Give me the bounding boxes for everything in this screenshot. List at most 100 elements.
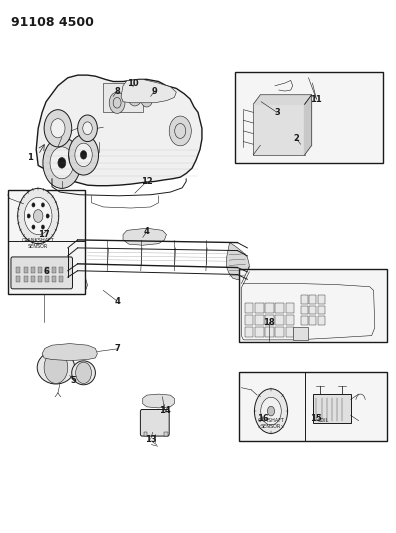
Text: 4: 4: [144, 228, 150, 237]
Bar: [240, 372, 387, 441]
Bar: [245, 327, 253, 337]
Bar: [265, 303, 274, 313]
Bar: [30, 266, 34, 273]
Circle shape: [267, 406, 274, 416]
Circle shape: [27, 214, 30, 218]
Circle shape: [44, 110, 72, 147]
Ellipse shape: [72, 361, 95, 385]
Bar: [253, 104, 305, 155]
Bar: [143, 432, 147, 435]
Bar: [275, 315, 284, 325]
Circle shape: [51, 119, 65, 138]
Text: 8: 8: [114, 86, 120, 95]
Text: 16: 16: [257, 414, 269, 423]
Bar: [255, 315, 264, 325]
Bar: [275, 327, 284, 337]
Bar: [59, 266, 63, 273]
Circle shape: [76, 362, 91, 383]
Text: 4: 4: [114, 296, 120, 305]
Text: 10: 10: [127, 78, 139, 87]
Circle shape: [83, 122, 92, 135]
Text: 18: 18: [263, 318, 275, 327]
Text: 2: 2: [294, 134, 300, 143]
Polygon shape: [121, 79, 176, 103]
Bar: [245, 303, 253, 313]
Bar: [313, 394, 351, 423]
Text: 6: 6: [43, 268, 49, 276]
Bar: [52, 276, 56, 282]
Bar: [309, 306, 316, 314]
Polygon shape: [36, 75, 202, 185]
Ellipse shape: [37, 351, 75, 384]
Bar: [318, 306, 325, 314]
Circle shape: [18, 188, 59, 244]
Bar: [103, 83, 143, 112]
Bar: [255, 303, 264, 313]
Bar: [286, 327, 294, 337]
Bar: [38, 266, 42, 273]
Bar: [164, 432, 168, 435]
Text: 11: 11: [310, 94, 322, 103]
Bar: [309, 295, 316, 304]
Polygon shape: [42, 344, 97, 361]
Text: 12: 12: [141, 177, 152, 186]
Bar: [30, 276, 34, 282]
Circle shape: [46, 214, 49, 218]
Circle shape: [50, 147, 74, 179]
Polygon shape: [143, 394, 174, 408]
Bar: [318, 295, 325, 304]
Bar: [293, 327, 308, 340]
Text: 5: 5: [71, 376, 77, 385]
Text: 7: 7: [114, 344, 120, 353]
Text: COIL: COIL: [318, 418, 329, 423]
Circle shape: [32, 203, 35, 207]
Bar: [275, 303, 284, 313]
Bar: [8, 190, 85, 294]
Circle shape: [141, 91, 152, 107]
Circle shape: [44, 352, 68, 383]
Text: 3: 3: [274, 108, 280, 117]
Bar: [309, 317, 316, 325]
Circle shape: [33, 209, 43, 222]
Bar: [17, 276, 21, 282]
Polygon shape: [62, 264, 88, 293]
Text: 14: 14: [158, 406, 170, 415]
Bar: [24, 266, 28, 273]
Polygon shape: [305, 95, 312, 155]
Circle shape: [25, 197, 52, 235]
Bar: [265, 315, 274, 325]
Bar: [301, 317, 308, 325]
Circle shape: [128, 87, 142, 106]
Bar: [255, 327, 264, 337]
Bar: [236, 72, 383, 163]
Bar: [286, 303, 294, 313]
Circle shape: [269, 78, 281, 94]
Bar: [59, 276, 63, 282]
Circle shape: [75, 143, 92, 166]
Polygon shape: [253, 95, 312, 104]
Bar: [45, 276, 49, 282]
Text: 15: 15: [310, 414, 322, 423]
FancyBboxPatch shape: [141, 409, 169, 436]
Text: CRANKSHAFT
SENSOR: CRANKSHAFT SENSOR: [22, 238, 55, 249]
Bar: [318, 317, 325, 325]
Circle shape: [58, 158, 66, 168]
Bar: [17, 266, 21, 273]
Circle shape: [69, 135, 99, 175]
Bar: [286, 315, 294, 325]
Text: 9: 9: [152, 86, 158, 95]
Text: 1: 1: [27, 153, 33, 162]
Bar: [245, 315, 253, 325]
Circle shape: [32, 225, 35, 229]
Bar: [38, 276, 42, 282]
Ellipse shape: [254, 78, 276, 94]
Bar: [301, 295, 308, 304]
Bar: [45, 266, 49, 273]
Circle shape: [109, 92, 125, 114]
Text: 13: 13: [145, 435, 156, 444]
Circle shape: [41, 203, 44, 207]
FancyBboxPatch shape: [11, 257, 72, 289]
Circle shape: [169, 116, 191, 146]
Polygon shape: [123, 228, 166, 245]
Circle shape: [261, 397, 281, 425]
